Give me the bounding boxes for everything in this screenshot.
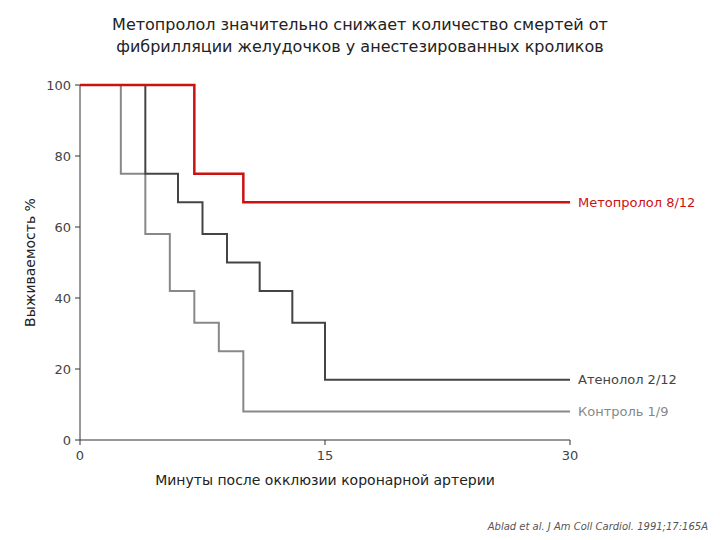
y-tick	[75, 156, 80, 157]
y-axis-label: Выживаемость %	[22, 198, 38, 327]
x-axis-label: Минуты после окклюзии коронарной артерии	[155, 472, 495, 488]
y-tick	[75, 440, 80, 441]
title: Метопролол значительно снижает количеств…	[112, 15, 608, 34]
y-tick-label: 20	[54, 362, 71, 377]
y-tick	[75, 298, 80, 299]
plot-area	[80, 85, 570, 412]
y-tick	[75, 227, 80, 228]
x-tick	[570, 440, 571, 445]
x-tick-label: 0	[76, 448, 84, 463]
y-tick	[75, 85, 80, 86]
series-line	[80, 85, 570, 412]
title: фибрилляции желудочков у анестезированны…	[116, 37, 604, 56]
y-tick-label: 0	[63, 433, 71, 448]
y-tick	[75, 369, 80, 370]
citation: Ablad et al. J Am Coll Cardiol. 1991;17:…	[487, 521, 708, 532]
series-line	[80, 85, 570, 380]
x-tick-label: 15	[317, 448, 334, 463]
x-tick	[80, 440, 81, 445]
series-label: Контроль 1/9	[578, 404, 669, 419]
y-tick-label: 100	[46, 78, 71, 93]
x-tick-label: 30	[562, 448, 579, 463]
series-label: Атенолол 2/12	[578, 372, 677, 387]
series-line	[80, 85, 570, 202]
y-tick-label: 80	[54, 149, 71, 164]
y-tick-label: 60	[54, 220, 71, 235]
y-axis-line	[80, 85, 81, 440]
y-tick-label: 40	[54, 291, 71, 306]
chart: Метопролол значительно снижает количеств…	[0, 0, 720, 540]
series-label: Метопролол 8/12	[578, 195, 695, 210]
x-tick	[325, 440, 326, 445]
